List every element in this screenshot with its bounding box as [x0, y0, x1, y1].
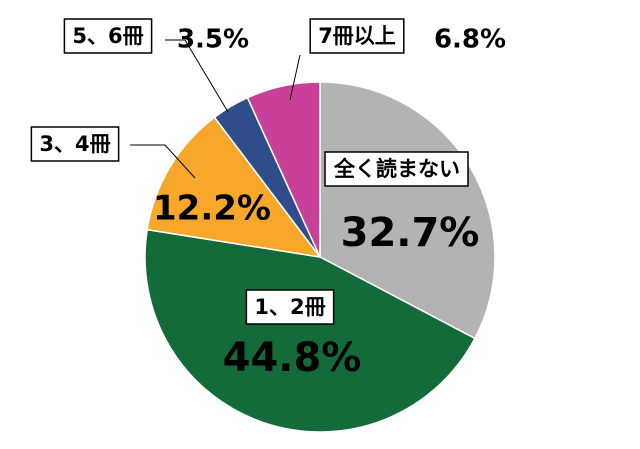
value-label: 6.8%	[434, 25, 506, 55]
label-box	[324, 151, 469, 187]
category-text: 7冊以上	[318, 24, 396, 48]
category-text: 5、6冊	[72, 24, 143, 48]
label-box	[63, 18, 153, 54]
label-box	[309, 18, 405, 54]
category-label: 7冊以上	[309, 18, 405, 54]
category-label: 1、2冊	[245, 289, 335, 325]
leader-line	[130, 144, 196, 179]
value-label: 3.5%	[177, 25, 249, 55]
label-box	[245, 289, 335, 325]
category-text: 全く読まない	[333, 157, 460, 181]
pie-slice	[319, 81, 496, 340]
label-box	[30, 126, 120, 162]
pie-slice	[146, 116, 322, 259]
pie-slice	[144, 228, 476, 433]
leader-line	[165, 39, 229, 113]
category-label: 5、6冊	[63, 18, 153, 54]
leader-line	[289, 54, 301, 101]
category-text: 1、2冊	[254, 295, 325, 319]
value-label: 44.8%	[223, 335, 362, 381]
category-label: 3、4冊	[30, 126, 120, 162]
category-label: 全く読まない	[324, 151, 469, 187]
pie-slice	[246, 81, 321, 258]
value-label: 12.2%	[153, 189, 271, 229]
value-label: 32.7%	[341, 210, 480, 256]
category-text: 3、4冊	[39, 132, 110, 156]
